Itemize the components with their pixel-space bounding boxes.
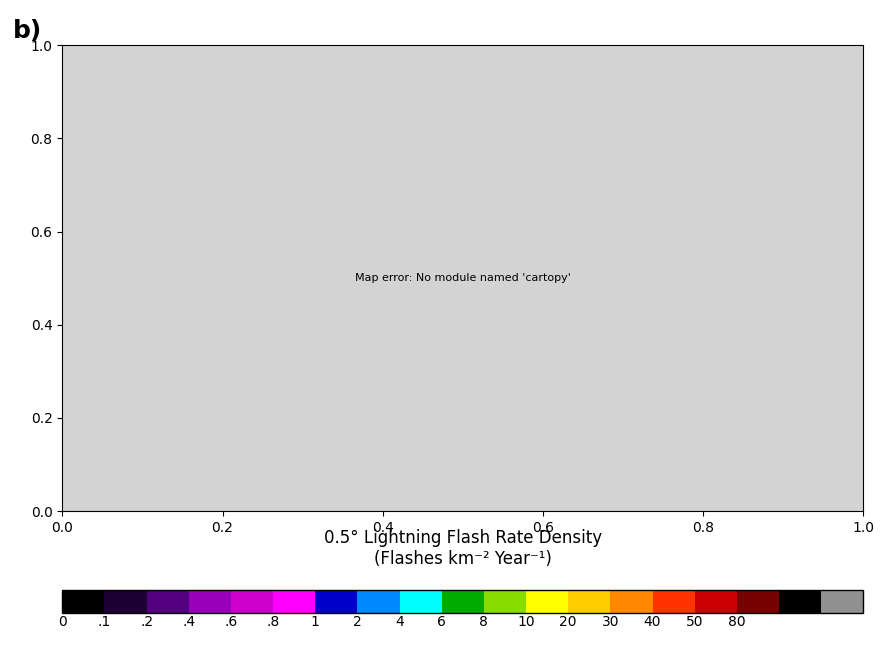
Bar: [695, 590, 737, 613]
Bar: [526, 590, 568, 613]
Text: 6: 6: [437, 615, 446, 629]
Text: 1: 1: [311, 615, 320, 629]
Bar: [821, 590, 863, 613]
Text: Map error: No module named 'cartopy': Map error: No module named 'cartopy': [355, 273, 570, 283]
Bar: [104, 590, 147, 613]
Bar: [315, 590, 358, 613]
Text: 80: 80: [728, 615, 746, 629]
Text: 8: 8: [480, 615, 489, 629]
Bar: [484, 590, 526, 613]
Text: 40: 40: [643, 615, 661, 629]
Text: .1: .1: [98, 615, 111, 629]
Bar: [441, 590, 484, 613]
Text: 50: 50: [686, 615, 703, 629]
Text: .2: .2: [140, 615, 153, 629]
Text: 30: 30: [602, 615, 619, 629]
Bar: [231, 590, 273, 613]
Text: 0.5° Lightning Flash Rate Density
(Flashes km⁻² Year⁻¹): 0.5° Lightning Flash Rate Density (Flash…: [324, 529, 602, 567]
Text: 2: 2: [353, 615, 361, 629]
Text: .4: .4: [182, 615, 195, 629]
Bar: [568, 590, 611, 613]
Bar: [273, 590, 315, 613]
Text: 0: 0: [58, 615, 67, 629]
Bar: [779, 590, 821, 613]
Text: 4: 4: [395, 615, 404, 629]
Bar: [62, 590, 863, 613]
Bar: [189, 590, 231, 613]
Text: .6: .6: [224, 615, 238, 629]
Bar: [737, 590, 779, 613]
Text: 10: 10: [517, 615, 535, 629]
Bar: [62, 590, 104, 613]
Bar: [652, 590, 695, 613]
Bar: [358, 590, 400, 613]
Text: .8: .8: [266, 615, 279, 629]
Text: 20: 20: [560, 615, 577, 629]
Bar: [400, 590, 441, 613]
Bar: [147, 590, 189, 613]
Text: b): b): [13, 19, 43, 43]
Bar: [611, 590, 652, 613]
